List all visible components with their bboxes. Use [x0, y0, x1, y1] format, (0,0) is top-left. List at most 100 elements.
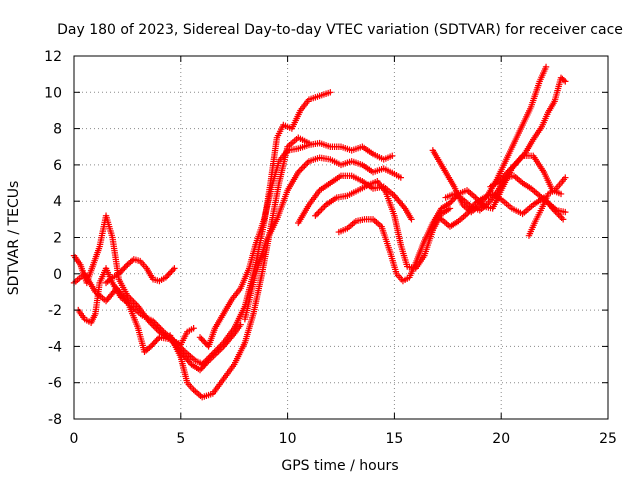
y-tick-label: 8: [53, 122, 62, 138]
data-point: [408, 216, 415, 223]
data-point: [449, 196, 456, 204]
data-point: [153, 337, 160, 344]
data-point: [316, 207, 324, 215]
data-point: [201, 338, 208, 346]
grid: [74, 56, 608, 419]
data-point: [559, 216, 567, 223]
data-point: [327, 89, 334, 96]
data-point: [495, 178, 503, 185]
data-point: [315, 209, 322, 216]
data-point: [542, 63, 550, 71]
x-axis-title: GPS time / hours: [281, 458, 398, 474]
data-point: [313, 210, 321, 218]
x-tick-label: 25: [599, 431, 617, 447]
series-track-4: [102, 256, 178, 287]
data-point: [121, 264, 128, 271]
data-point: [511, 161, 518, 168]
y-tick-label: 4: [53, 194, 62, 210]
data-series: [70, 63, 569, 401]
data-point: [202, 340, 209, 347]
data-point: [448, 198, 455, 205]
data-point: [122, 263, 130, 270]
data-point: [508, 164, 516, 171]
data-point: [196, 334, 204, 341]
data-point: [446, 205, 454, 212]
data-point: [115, 270, 123, 277]
data-point: [151, 338, 159, 346]
y-axis-title: SDTVAR / TECUs: [6, 181, 22, 296]
series-track-15: [487, 74, 569, 190]
data-point: [190, 325, 197, 332]
data-point: [133, 301, 140, 309]
data-point: [446, 199, 454, 207]
x-tick-label: 20: [492, 431, 510, 447]
x-tick-label: 5: [176, 431, 185, 447]
data-point: [520, 152, 527, 159]
y-tick-label: 0: [53, 267, 62, 283]
x-tick-label: 15: [385, 431, 403, 447]
data-point: [556, 213, 564, 220]
data-point: [119, 266, 127, 273]
data-point: [168, 268, 175, 275]
data-point: [500, 173, 507, 180]
series-track-2: [75, 265, 208, 368]
data-point: [397, 174, 405, 181]
data-point: [198, 365, 205, 372]
x-tick-label: 10: [279, 431, 297, 447]
data-point: [498, 175, 506, 182]
data-point: [472, 194, 479, 201]
data-point: [389, 152, 396, 160]
data-point: [505, 167, 513, 174]
chart-title: Day 180 of 2023, Sidereal Day-to-day VTE…: [57, 22, 623, 38]
data-point: [319, 204, 327, 212]
data-point: [560, 77, 568, 84]
data-point: [118, 267, 125, 274]
data-point: [502, 170, 510, 177]
data-point: [504, 168, 511, 176]
data-point: [510, 162, 517, 170]
data-point: [162, 274, 170, 281]
data-point: [166, 269, 174, 277]
data-point: [557, 190, 565, 198]
data-point: [512, 159, 520, 167]
data-point: [312, 212, 319, 219]
data-point: [147, 343, 155, 350]
y-tick-label: -2: [48, 303, 62, 319]
data-point: [517, 155, 524, 162]
axis-ticks: 0 5 10 15 20 25 -8 -6 -4 -2 0 2 4 6 8 10 12: [44, 49, 617, 447]
data-point: [562, 78, 569, 85]
series-track-8: [241, 154, 405, 323]
data-point: [131, 300, 139, 307]
data-point: [150, 340, 157, 347]
data-point: [149, 341, 156, 349]
data-point: [302, 161, 310, 168]
data-point: [117, 269, 124, 276]
data-point: [165, 271, 172, 278]
y-tick-label: -6: [48, 376, 62, 392]
data-point: [515, 156, 523, 164]
data-point: [507, 165, 514, 173]
data-point: [501, 171, 508, 179]
data-point: [164, 272, 171, 280]
data-point: [558, 214, 565, 221]
y-tick-label: 6: [53, 158, 62, 174]
data-point: [318, 206, 325, 213]
data-point: [497, 176, 504, 183]
data-point: [198, 335, 205, 343]
data-point: [562, 208, 569, 216]
y-tick-label: 2: [53, 231, 62, 247]
series-track-7: [196, 139, 396, 350]
data-point: [514, 158, 521, 165]
data-point: [301, 162, 308, 170]
y-tick-label: -4: [48, 339, 62, 355]
y-tick-label: 10: [44, 85, 62, 101]
data-point: [171, 265, 178, 272]
data-point: [299, 164, 307, 171]
data-point: [298, 165, 305, 173]
data-point: [196, 366, 204, 374]
data-point: [562, 174, 569, 181]
series-track-16: [525, 174, 569, 239]
x-tick-label: 0: [70, 431, 79, 447]
data-point: [518, 153, 526, 161]
